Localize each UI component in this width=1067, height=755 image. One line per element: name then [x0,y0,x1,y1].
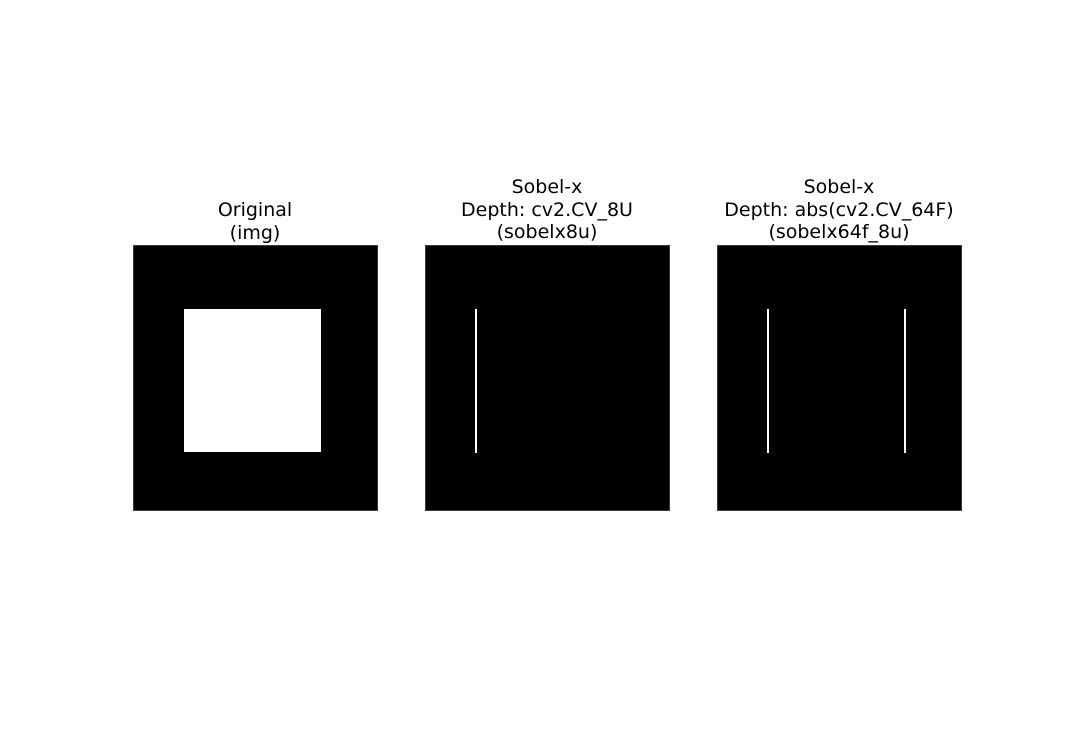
panel-title-sobelx64f: Sobel-x Depth: abs(cv2.CV_64F) (sobelx64… [679,176,999,244]
title-line: Depth: abs(cv2.CV_64F) [724,198,954,221]
title-line: Depth: cv2.CV_8U [461,198,633,221]
title-line: (sobelx8u) [496,221,598,243]
right-edge-line [904,309,906,453]
title-line: Original [217,199,293,221]
panel-title-sobelx8u: Sobel-x Depth: cv2.CV_8U (sobelx8u) [387,176,707,244]
left-edge-line [767,309,769,453]
left-edge-line [475,309,477,453]
white-square [184,309,321,452]
title-line: (img) [229,221,281,244]
image-original [133,245,378,511]
image-sobelx64f [717,245,962,511]
panel-title-original: Original (img) [95,199,415,244]
title-line: Sobel-x [803,176,875,198]
title-line: (sobelx64f_8u) [768,221,910,243]
image-sobelx8u [425,245,670,511]
title-line: Sobel-x [511,176,583,198]
